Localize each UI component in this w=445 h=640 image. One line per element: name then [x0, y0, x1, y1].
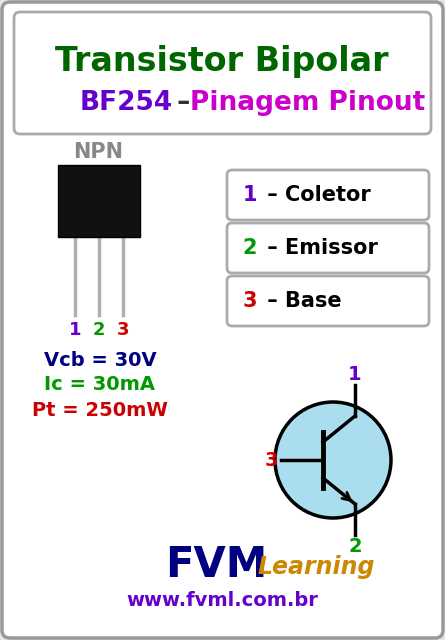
Text: Ic = 30mA: Ic = 30mA: [44, 376, 155, 394]
Text: 1: 1: [69, 321, 81, 339]
FancyBboxPatch shape: [227, 223, 429, 273]
Text: 3: 3: [117, 321, 129, 339]
Text: BF254: BF254: [80, 90, 173, 116]
Text: Vcb = 30V: Vcb = 30V: [44, 351, 156, 369]
Text: 2: 2: [348, 536, 362, 556]
Text: Learning: Learning: [258, 555, 376, 579]
Text: 2: 2: [243, 238, 257, 258]
Text: – Base: – Base: [260, 291, 342, 311]
Text: www.fvml.com.br: www.fvml.com.br: [126, 591, 318, 609]
Text: FVM: FVM: [165, 544, 267, 586]
Text: 1: 1: [348, 365, 362, 385]
FancyBboxPatch shape: [227, 276, 429, 326]
Text: – Coletor: – Coletor: [260, 185, 371, 205]
Text: Pinagem Pinout: Pinagem Pinout: [190, 90, 425, 116]
Text: Transistor Bipolar: Transistor Bipolar: [55, 45, 389, 79]
FancyBboxPatch shape: [227, 170, 429, 220]
Text: –: –: [168, 90, 199, 116]
Text: 1: 1: [243, 185, 257, 205]
Text: 2: 2: [93, 321, 105, 339]
Text: 3: 3: [264, 451, 278, 470]
FancyBboxPatch shape: [14, 12, 431, 134]
Circle shape: [275, 402, 391, 518]
Text: Pt = 250mW: Pt = 250mW: [32, 401, 168, 419]
Text: – Emissor: – Emissor: [260, 238, 378, 258]
FancyBboxPatch shape: [58, 165, 140, 237]
Text: NPN: NPN: [73, 142, 123, 162]
Text: 3: 3: [243, 291, 257, 311]
